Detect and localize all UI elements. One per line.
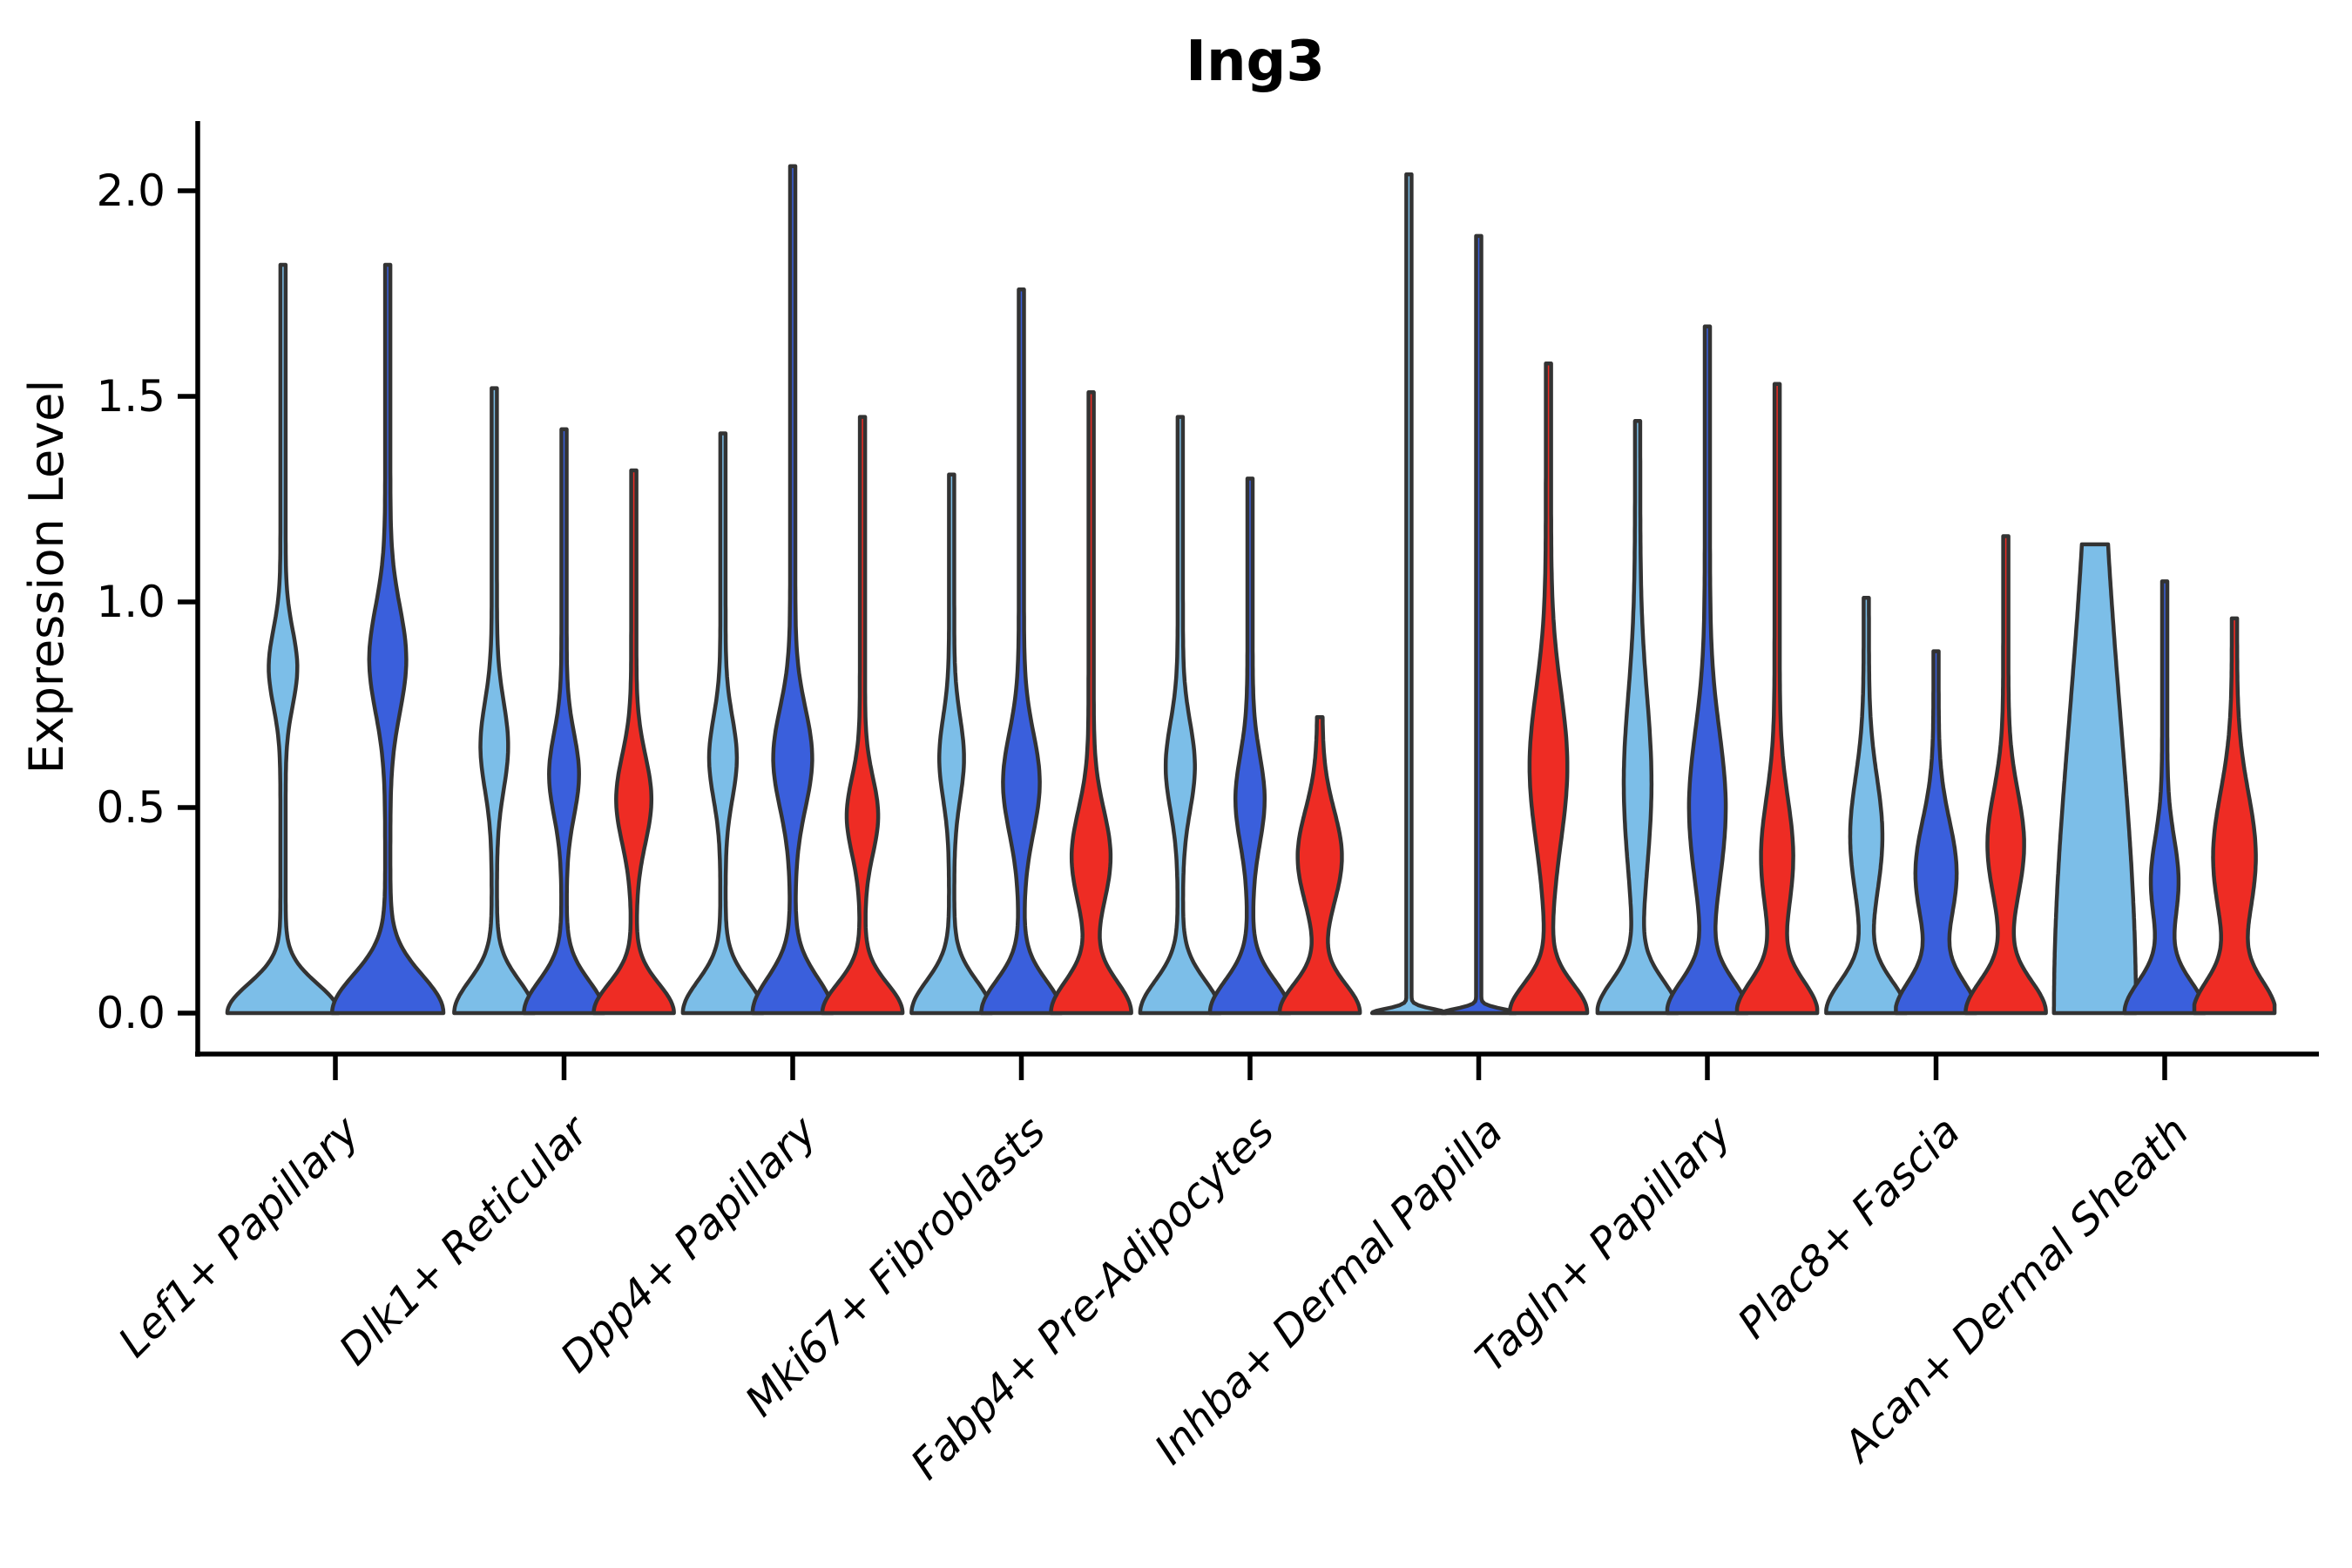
x-tick-label: Tagln+ Papillary [1466, 1106, 1741, 1382]
violin-blue [522, 427, 606, 1016]
y-tick-label: 0.5 [96, 782, 166, 833]
chart-title: Ing3 [1186, 30, 1325, 94]
violin-lightblue [1595, 419, 1680, 1016]
violin-lightblue [1138, 415, 1223, 1016]
violin-lightblue [909, 472, 994, 1016]
x-tick-label: Fabp4+ Pre-Adipocytes [902, 1107, 1284, 1490]
x-tick-label: Dpp4+ Papillary [551, 1106, 827, 1382]
violin-lightblue [1824, 596, 1909, 1016]
violin-red [1507, 361, 1590, 1016]
violin-blue [329, 262, 446, 1016]
violin-red [1734, 382, 1820, 1016]
violin-blue [979, 287, 1064, 1016]
x-tick-label: Plac8+ Fascia [1728, 1107, 1970, 1348]
violin-red [1963, 534, 2048, 1016]
violin-blue [1665, 324, 1750, 1016]
violin-lightblue [2051, 542, 2139, 1016]
violin-blue [750, 164, 835, 1016]
y-axis-ticks: 0.0 0.5 1.0 1.5 2.0 [96, 166, 198, 1038]
violin-blue [1894, 649, 1978, 1016]
y-tick-label: 1.0 [96, 577, 166, 627]
y-tick-label: 0.0 [96, 988, 166, 1038]
violin-blue [1207, 476, 1293, 1016]
violin-red [1049, 390, 1133, 1016]
violins-layer [225, 164, 2277, 1016]
x-tick-label: Dlk1+ Reticular [330, 1105, 600, 1375]
violin-red [820, 415, 905, 1016]
violin-blue [1439, 233, 1518, 1016]
y-axis-label: Expression Level [19, 380, 74, 774]
violin-lightblue [452, 386, 537, 1016]
violin-blue [2122, 579, 2207, 1016]
x-tick-label: Lef1+ Papillary [109, 1106, 369, 1367]
violin-lightblue [680, 431, 766, 1016]
y-tick-label: 1.5 [96, 371, 166, 422]
violin-lightblue [1369, 172, 1449, 1016]
y-tick-label: 2.0 [96, 166, 166, 216]
violin-red [591, 468, 676, 1016]
violin-lightblue [225, 262, 341, 1016]
violin-red [1277, 714, 1362, 1016]
violin-red [2192, 616, 2277, 1016]
